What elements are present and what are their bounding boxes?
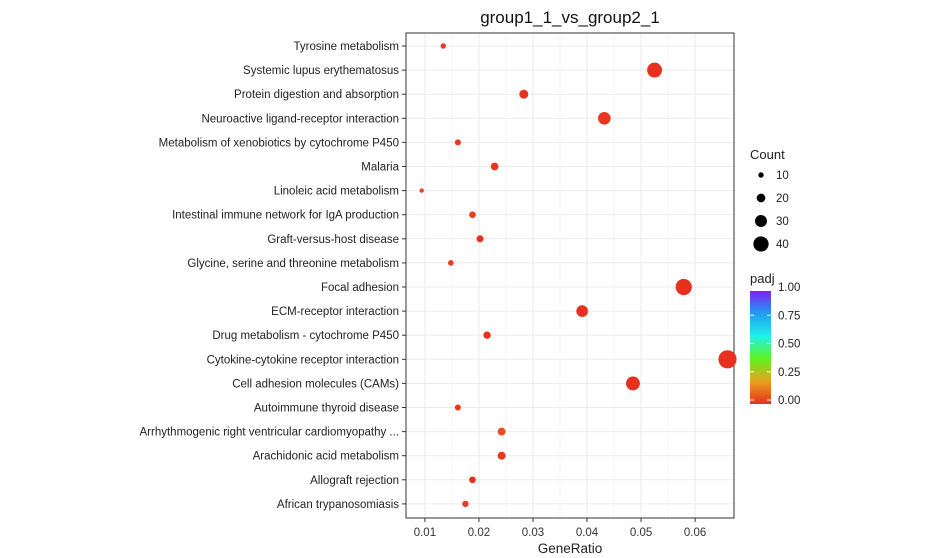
y-tick-label: Linoleic acid metabolism [274,186,399,198]
x-tick-label: 0.01 [414,527,436,539]
count-legend-title: Count [750,147,785,162]
x-tick-label: 0.05 [630,527,652,539]
count-legend-dot [756,193,766,203]
count-legend: Count 10 20 30 40 [750,147,789,252]
x-tick-label: 0.04 [576,527,599,539]
y-tick-label: Arachidonic acid metabolism [253,451,399,463]
data-point [490,162,499,171]
data-point [440,43,446,49]
y-tick-label: Tyrosine metabolism [294,41,399,53]
y-tick-label: African trypanosomiasis [277,499,399,511]
data-point [462,500,469,508]
y-tick-label: Autoimmune thyroid disease [254,403,399,415]
y-tick-label: Cell adhesion molecules (CAMs) [232,378,399,390]
y-tick-label: Malaria [361,162,399,174]
y-tick-label: Protein digestion and absorption [234,89,399,101]
y-tick-label: Focal adhesion [321,282,399,294]
data-point [454,139,461,146]
y-tick-label: Systemic lupus erythematosus [243,65,399,77]
padj-legend-label: 0.50 [778,339,800,351]
data-point [419,188,424,193]
data-point [483,331,491,339]
grid-lines [406,33,734,518]
x-tick-label: 0.06 [684,527,706,539]
padj-legend: padj 0.00 0.25 0.50 0.75 1.00 [750,271,800,407]
padj-legend-label: 0.25 [778,367,800,379]
padj-legend-label: 0.75 [778,310,800,322]
y-axis-labels: Tyrosine metabolism Systemic lupus erythe… [140,41,406,511]
data-point [598,112,611,125]
y-tick-label: Arrhythmogenic right ventricular cardiom… [140,427,400,439]
count-legend-label: 20 [776,193,789,205]
y-tick-label: Neuroactive ligand-receptor interaction [201,113,399,125]
data-point [476,235,484,243]
chart-title: group1_1_vs_group2_1 [480,8,660,27]
data-point [576,305,588,317]
y-tick-label: Intestinal immune network for IgA produc… [172,210,399,222]
data-point [469,476,476,484]
data-point [647,62,663,78]
data-point [469,211,476,219]
padj-legend-label: 1.00 [778,282,800,294]
count-legend-dot [758,172,764,178]
data-point [497,451,506,460]
x-tick-label: 0.03 [522,527,544,539]
data-point [447,260,454,266]
plot-panel [405,32,735,519]
count-legend-label: 30 [776,216,789,228]
y-tick-label: Drug metabolism - cytochrome P450 [212,330,399,342]
y-tick-label: ECM-receptor interaction [271,306,399,318]
data-point [625,376,640,391]
y-tick-label: Graft-versus-host disease [267,234,399,246]
padj-legend-title: padj [750,271,775,286]
padj-legend-label: 0.00 [778,395,800,407]
x-axis-title: GeneRatio [538,541,603,556]
data-point [675,278,692,296]
data-point [519,89,529,99]
count-legend-label: 40 [776,239,789,251]
data-points [419,43,737,508]
data-point [497,427,506,436]
y-tick-label: Metabolism of xenobiotics by cytochrome … [159,137,399,149]
data-point [454,404,461,411]
x-axis: 0.01 0.02 0.03 0.04 0.05 0.06 [414,518,706,539]
x-tick-label: 0.02 [468,527,490,539]
data-point [718,350,737,369]
count-legend-dot [753,236,769,252]
padj-colorbar [750,291,771,404]
y-tick-label: Glycine, serine and threonine metabolism [187,258,399,270]
count-legend-dot [755,215,767,227]
count-legend-label: 10 [776,170,789,182]
y-tick-label: Cytokine-cytokine receptor interaction [207,354,399,366]
y-tick-label: Allograft rejection [310,475,399,487]
